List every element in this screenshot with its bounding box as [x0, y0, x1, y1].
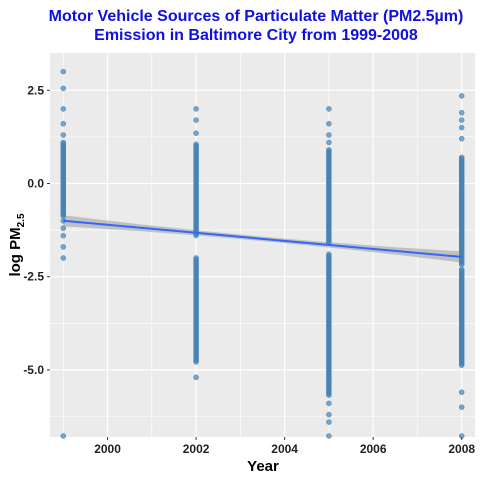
data-point: [326, 106, 332, 112]
x-tick-label: 2002: [183, 442, 210, 456]
data-point: [60, 244, 67, 250]
y-tick-label: 0.0: [27, 176, 44, 190]
data-point: [326, 400, 332, 407]
data-point: [60, 225, 67, 231]
data-point: [326, 411, 332, 418]
x-tick-label: 2004: [271, 442, 298, 456]
data-point: [326, 392, 332, 398]
data-point: [60, 85, 67, 92]
data-point: [326, 419, 332, 425]
data-point: [60, 255, 67, 261]
data-point: [458, 109, 465, 116]
data-point: [60, 213, 67, 219]
data-point: [458, 261, 465, 268]
chart-title-line1: Motor Vehicle Sources of Particulate Mat…: [49, 8, 464, 25]
data-points: [60, 68, 465, 439]
data-point: [458, 362, 465, 368]
y-axis-title-subscript: 2.5: [16, 213, 27, 227]
plot-panel: [50, 53, 475, 437]
data-point: [60, 106, 67, 112]
data-point: [458, 124, 465, 131]
y-tick-label: 2.5: [27, 83, 44, 97]
data-point: [326, 433, 332, 439]
data-point: [458, 117, 465, 123]
x-tick-label: 2006: [360, 442, 387, 456]
data-point: [193, 106, 199, 112]
data-point: [60, 68, 67, 75]
data-point: [326, 139, 332, 146]
y-axis-title-main: log PM: [7, 227, 24, 276]
data-point: [60, 433, 67, 439]
y-tick-label: -5.0: [23, 363, 44, 377]
trend-line: [63, 219, 462, 258]
data-point: [193, 374, 199, 381]
trend-line-layer: [63, 219, 462, 258]
data-point: [193, 117, 199, 123]
y-axis-title: log PM2.5: [7, 213, 27, 277]
axis-ticks: 2000 2002 2004 2006 2008 2.5 0.0 -2.5 -5.0: [23, 83, 475, 456]
data-point: [458, 93, 465, 99]
data-point: [60, 121, 67, 127]
data-point: [60, 232, 67, 239]
chart-title-line2: Emission in Baltimore City from 1999-200…: [94, 27, 418, 44]
data-point: [326, 132, 332, 138]
x-tick-label: 2000: [94, 442, 121, 456]
data-point: [193, 359, 199, 365]
data-point: [458, 389, 465, 396]
data-point: [60, 132, 67, 138]
data-point: [458, 404, 465, 410]
x-tick-label: 2008: [448, 442, 475, 456]
data-point: [193, 130, 199, 136]
y-tick-label: -2.5: [23, 270, 44, 284]
data-point: [458, 135, 465, 142]
data-point: [326, 121, 332, 127]
x-axis-title: Year: [247, 458, 279, 475]
